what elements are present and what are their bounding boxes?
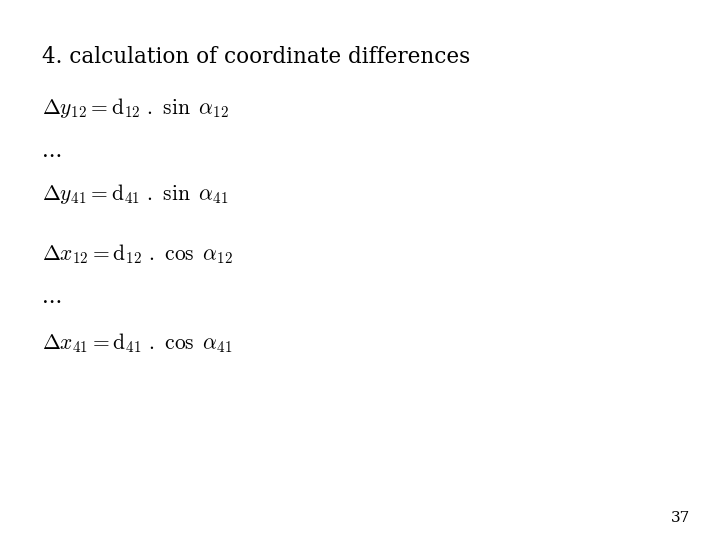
Text: ...: ... [42,286,62,308]
Text: $\Delta y_{41} = \mathrm{d}_{41}\ .\ \sin\ \alpha_{41}$: $\Delta y_{41} = \mathrm{d}_{41}\ .\ \si… [42,183,228,206]
Text: $\Delta x_{12} = \mathrm{d}_{12}\ .\ \cos\ \alpha_{12}$: $\Delta x_{12} = \mathrm{d}_{12}\ .\ \co… [42,242,233,266]
Text: $\Delta y_{12} = \mathrm{d}_{12}\ .\ \sin\ \alpha_{12}$: $\Delta y_{12} = \mathrm{d}_{12}\ .\ \si… [42,96,228,120]
Text: 37: 37 [670,511,690,525]
Text: 4. calculation of coordinate differences: 4. calculation of coordinate differences [42,46,470,68]
Text: $\Delta x_{41} = \mathrm{d}_{41}\ .\ \cos\ \alpha_{41}$: $\Delta x_{41} = \mathrm{d}_{41}\ .\ \co… [42,331,233,355]
Text: ...: ... [42,140,62,162]
